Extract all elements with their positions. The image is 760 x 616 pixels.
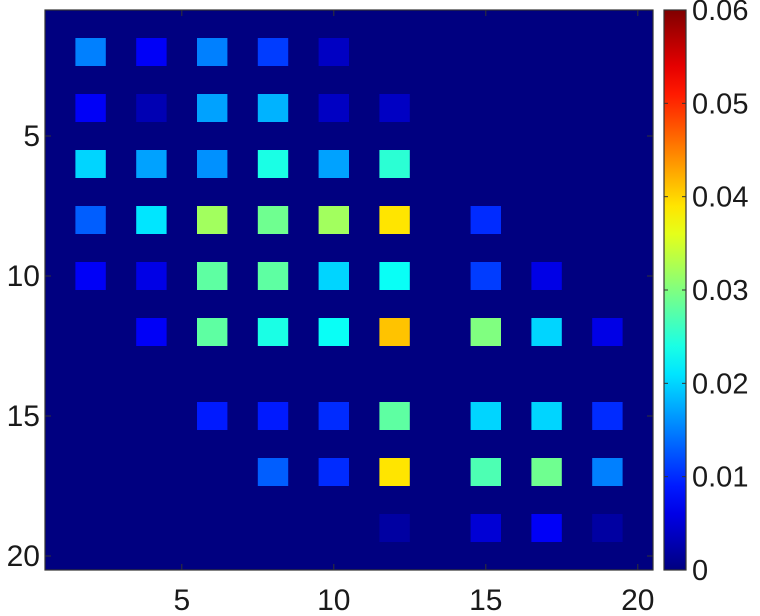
y-tick-label: 10	[7, 260, 40, 293]
heatmap-cell	[592, 514, 623, 542]
heatmap-cell	[470, 206, 501, 234]
heatmap-cell	[257, 402, 289, 430]
heatmap-cell	[318, 206, 349, 234]
colorbar-tick-label: 0	[692, 555, 708, 587]
heatmap-cell	[379, 262, 410, 290]
heatmap-cell	[136, 318, 167, 346]
heatmap-cell	[379, 150, 410, 178]
colorbar-tick-label: 0.01	[692, 462, 748, 494]
x-tick-label: 10	[317, 584, 350, 616]
heatmap-cell	[75, 94, 106, 122]
heatmap-cell	[257, 318, 289, 346]
colorbar-ticks: 0 0.01 0.02 0.03 0.04 0.05 0.06	[664, 0, 748, 587]
heatmap-cell	[470, 514, 501, 542]
heatmap-cell	[75, 262, 106, 290]
heatmap-cell	[75, 150, 106, 178]
colorbar-tick-label: 0.02	[692, 368, 748, 400]
heatmap-cell	[592, 318, 623, 346]
heatmap-cell	[136, 150, 167, 178]
heatmap-cells	[75, 38, 623, 542]
heatmap-cell	[75, 38, 106, 66]
y-tick-label: 20	[7, 540, 40, 573]
heatmap-cell	[531, 514, 562, 542]
heatmap-cell	[257, 38, 289, 66]
heatmap-cell	[136, 206, 167, 234]
x-tick-label: 20	[621, 584, 654, 616]
colorbar	[664, 10, 686, 570]
heatmap-cell	[318, 150, 349, 178]
heatmap-cell	[257, 458, 289, 486]
heatmap-cell	[592, 402, 623, 430]
y-tick-label: 15	[7, 400, 40, 433]
heatmap-cell	[197, 402, 228, 430]
y-tick-label: 5	[23, 120, 40, 153]
plot-frame	[44, 9, 654, 571]
heatmap-cell	[318, 38, 349, 66]
heatmap-cell	[592, 458, 623, 486]
colorbar-tick-label: 0.04	[692, 182, 748, 214]
y-axis: 5 10 15 20	[7, 120, 653, 573]
heatmap-cell	[531, 458, 562, 486]
x-axis: 5 10 15 20	[173, 10, 654, 616]
heatmap-cell	[257, 206, 289, 234]
heatmap-cell	[318, 458, 349, 486]
heatmap-cell	[197, 150, 228, 178]
heatmap-cell	[470, 458, 501, 486]
heatmap-cell	[379, 402, 410, 430]
colorbar-tick-label: 0.05	[692, 88, 748, 120]
heatmap-cell	[136, 38, 167, 66]
heatmap-cell	[318, 318, 349, 346]
heatmap-cell	[197, 94, 228, 122]
heatmap-cell	[136, 262, 167, 290]
x-tick-label: 5	[173, 584, 190, 616]
heatmap-cell	[379, 94, 410, 122]
heatmap-cell	[257, 262, 289, 290]
heatmap-cell	[75, 206, 106, 234]
heatmap-cell	[531, 262, 562, 290]
heatmap-cell	[470, 402, 501, 430]
heatmap-cell	[197, 206, 228, 234]
heatmap-cell	[470, 262, 501, 290]
heatmap-cell	[379, 458, 410, 486]
heatmap-cell	[318, 94, 349, 122]
heatmap-cell	[197, 38, 228, 66]
heatmap-cell	[379, 514, 410, 542]
heatmap-cell	[318, 262, 349, 290]
colorbar-tick-label: 0.03	[692, 275, 748, 307]
heatmap-cell	[379, 318, 410, 346]
heatmap-cell	[197, 318, 228, 346]
heatmap-cell	[531, 402, 562, 430]
heatmap-cell	[531, 318, 562, 346]
heatmap-cell	[257, 150, 289, 178]
heatmap-cell	[318, 402, 349, 430]
colorbar-tick-label: 0.06	[692, 0, 748, 27]
x-tick-label: 15	[469, 584, 502, 616]
heatmap-cell	[136, 94, 167, 122]
heatmap-cell	[470, 318, 501, 346]
heatmap-cell	[197, 262, 228, 290]
heatmap-cell	[257, 94, 289, 122]
heatmap-cell	[379, 206, 410, 234]
